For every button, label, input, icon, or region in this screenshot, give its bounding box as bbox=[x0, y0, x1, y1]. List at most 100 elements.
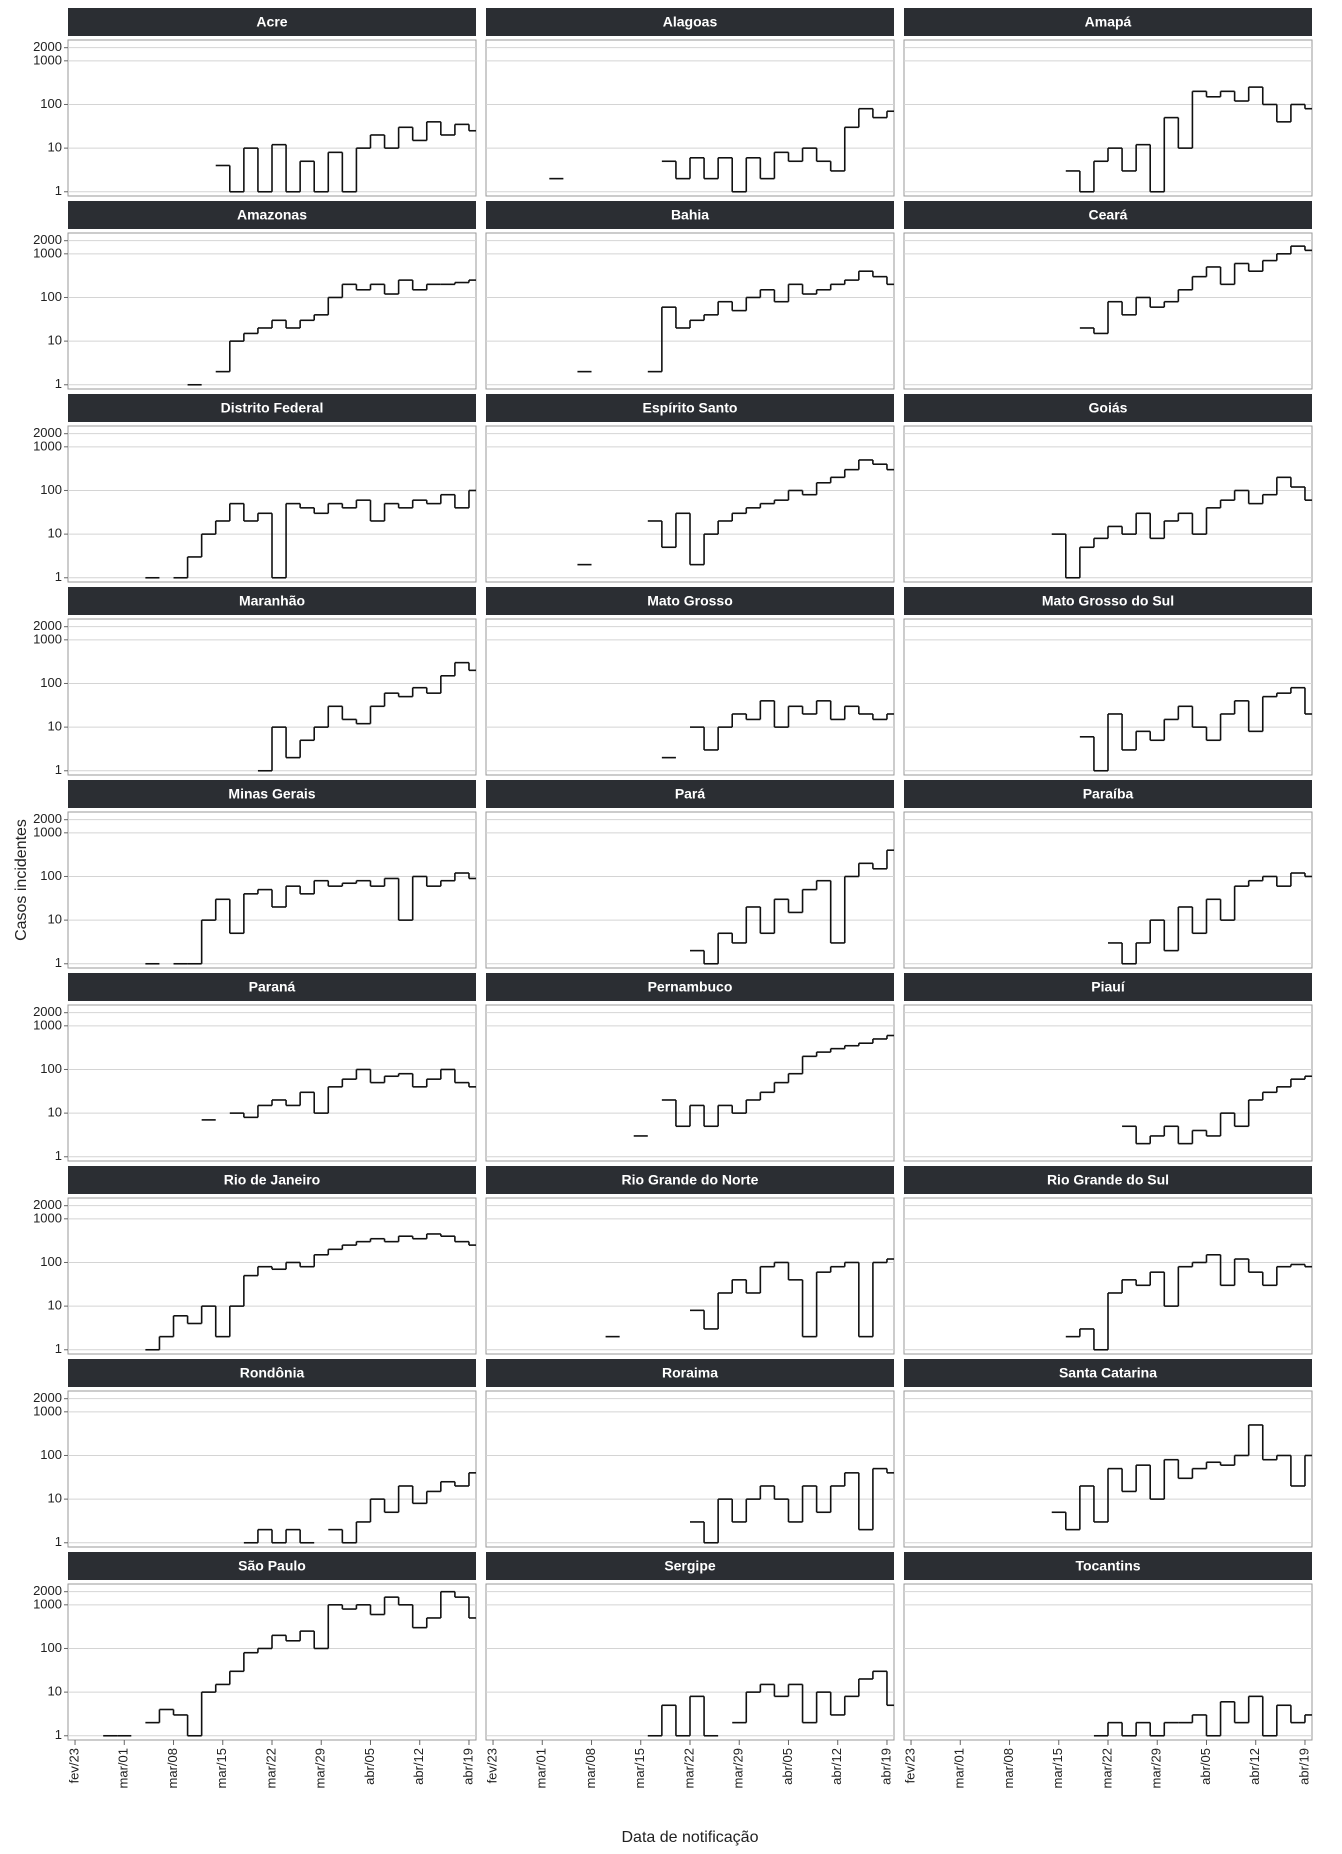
y-tick-label: 1 bbox=[55, 1341, 62, 1356]
y-tick-label: 2000 bbox=[33, 811, 62, 826]
x-tick-label: mar/08 bbox=[1001, 1748, 1016, 1788]
panel-background bbox=[485, 1390, 895, 1548]
y-tick-label: 1000 bbox=[33, 438, 62, 453]
y-tick-label: 10 bbox=[48, 333, 62, 348]
panel-header bbox=[486, 587, 894, 615]
y-tick-label: 1000 bbox=[33, 52, 62, 67]
x-tick-label: abr/19 bbox=[1296, 1748, 1311, 1785]
x-tick-label: mar/01 bbox=[952, 1748, 967, 1788]
panel-header bbox=[486, 973, 894, 1001]
panel-title: Distrito Federal bbox=[221, 400, 324, 416]
panel-title: Ceará bbox=[1089, 207, 1128, 223]
panel-header bbox=[68, 1552, 476, 1580]
panel-title: Rio Grande do Norte bbox=[622, 1172, 759, 1188]
y-tick-label: 1 bbox=[55, 1148, 62, 1163]
y-tick-label: 10 bbox=[48, 140, 62, 155]
panel-header bbox=[904, 1166, 1312, 1194]
panel-title: Piauí bbox=[1091, 979, 1126, 995]
panel-title: Tocantins bbox=[1075, 1558, 1140, 1574]
x-tick-label: fev/23 bbox=[66, 1748, 81, 1783]
y-tick-label: 2000 bbox=[33, 1004, 62, 1019]
panel-title: Santa Catarina bbox=[1059, 1365, 1157, 1381]
panel-header bbox=[68, 587, 476, 615]
panel-background bbox=[67, 232, 477, 390]
y-tick-label: 2000 bbox=[33, 1197, 62, 1212]
x-tick-label: abr/12 bbox=[1247, 1748, 1262, 1785]
panel-title: Goiás bbox=[1089, 400, 1128, 416]
y-tick-label: 2000 bbox=[33, 618, 62, 633]
y-tick-label: 2000 bbox=[33, 1583, 62, 1598]
panel-background bbox=[485, 1004, 895, 1162]
x-tick-label: mar/29 bbox=[731, 1748, 746, 1788]
y-tick-label: 100 bbox=[40, 482, 62, 497]
panel-background bbox=[485, 811, 895, 969]
panel-background bbox=[903, 39, 1313, 197]
x-tick-label: mar/08 bbox=[583, 1748, 598, 1788]
panel-header bbox=[68, 973, 476, 1001]
y-tick-label: 1 bbox=[55, 1727, 62, 1742]
panel-header bbox=[486, 1552, 894, 1580]
y-tick-label: 1000 bbox=[33, 824, 62, 839]
panel-header bbox=[68, 8, 476, 36]
x-tick-label: mar/15 bbox=[632, 1748, 647, 1788]
panel-title: Bahia bbox=[671, 207, 709, 223]
y-tick-label: 10 bbox=[48, 719, 62, 734]
y-tick-label: 2000 bbox=[33, 1390, 62, 1405]
x-tick-label: fev/23 bbox=[484, 1748, 499, 1783]
panel-title: Rio Grande do Sul bbox=[1047, 1172, 1169, 1188]
y-tick-label: 1000 bbox=[33, 1017, 62, 1032]
y-tick-label: 1000 bbox=[33, 1596, 62, 1611]
y-tick-label: 2000 bbox=[33, 232, 62, 247]
x-tick-label: mar/29 bbox=[1149, 1748, 1164, 1788]
panel-header bbox=[904, 1552, 1312, 1580]
panel-background bbox=[903, 425, 1313, 583]
y-tick-label: 1000 bbox=[33, 245, 62, 260]
panel-background bbox=[903, 1583, 1313, 1741]
x-tick-label: abr/05 bbox=[362, 1748, 377, 1785]
panel-header bbox=[68, 1166, 476, 1194]
panel-title: Espírito Santo bbox=[643, 400, 738, 416]
y-tick-label: 10 bbox=[48, 526, 62, 541]
panel-header bbox=[68, 780, 476, 808]
panel-header bbox=[904, 201, 1312, 229]
panel-title: Roraima bbox=[662, 1365, 718, 1381]
y-tick-label: 100 bbox=[40, 1640, 62, 1655]
panel-header bbox=[904, 973, 1312, 1001]
x-tick-label: fev/23 bbox=[902, 1748, 917, 1783]
y-tick-label: 2000 bbox=[33, 39, 62, 54]
y-tick-label: 10 bbox=[48, 1105, 62, 1120]
panel-header bbox=[486, 1166, 894, 1194]
panel-header bbox=[904, 394, 1312, 422]
y-tick-label: 1000 bbox=[33, 1403, 62, 1418]
panel-header bbox=[68, 201, 476, 229]
panel-title: Rondônia bbox=[240, 1365, 305, 1381]
y-tick-label: 100 bbox=[40, 289, 62, 304]
panel-background bbox=[67, 1197, 477, 1355]
panel-background bbox=[903, 811, 1313, 969]
y-tick-label: 1 bbox=[55, 376, 62, 391]
panel-background bbox=[485, 232, 895, 390]
x-tick-label: abr/05 bbox=[780, 1748, 795, 1785]
panel-header bbox=[904, 587, 1312, 615]
x-tick-label: abr/19 bbox=[460, 1748, 475, 1785]
x-tick-label: abr/05 bbox=[1198, 1748, 1213, 1785]
y-tick-label: 2000 bbox=[33, 425, 62, 440]
x-tick-label: mar/22 bbox=[263, 1748, 278, 1788]
panel-background bbox=[67, 1583, 477, 1741]
panel-header bbox=[486, 201, 894, 229]
y-tick-label: 10 bbox=[48, 1684, 62, 1699]
panel-header bbox=[904, 780, 1312, 808]
x-tick-label: mar/29 bbox=[313, 1748, 328, 1788]
panel-background bbox=[67, 1004, 477, 1162]
y-tick-label: 1 bbox=[55, 955, 62, 970]
panel-header bbox=[68, 1359, 476, 1387]
panel-title: Amapá bbox=[1085, 14, 1132, 30]
panel-background bbox=[485, 618, 895, 776]
y-tick-label: 100 bbox=[40, 1254, 62, 1269]
panel-title: Alagoas bbox=[663, 14, 718, 30]
panel-background bbox=[485, 1197, 895, 1355]
y-tick-label: 1000 bbox=[33, 631, 62, 646]
panel-header bbox=[904, 1359, 1312, 1387]
y-tick-label: 100 bbox=[40, 675, 62, 690]
panel-title: Acre bbox=[256, 14, 287, 30]
